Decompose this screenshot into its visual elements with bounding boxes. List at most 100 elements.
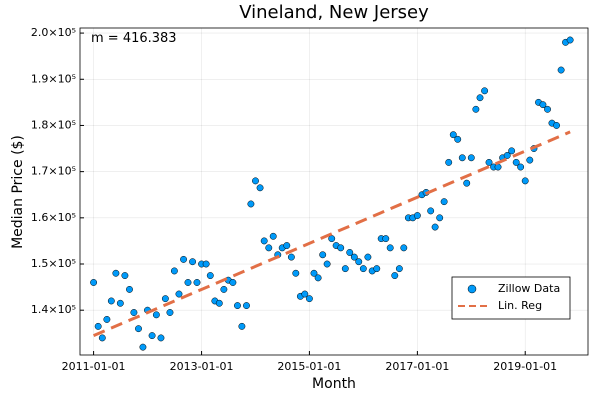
data-point bbox=[458, 154, 466, 162]
data-point bbox=[454, 135, 462, 143]
data-point bbox=[94, 322, 102, 330]
data-point bbox=[292, 269, 300, 277]
data-point bbox=[350, 253, 358, 261]
data-point bbox=[359, 265, 367, 273]
y-tick-label: 1.8×10⁵ bbox=[31, 118, 76, 131]
data-point bbox=[148, 332, 156, 340]
data-point bbox=[234, 302, 241, 310]
data-point bbox=[112, 269, 120, 277]
chart-title: Vineland, New Jersey bbox=[239, 2, 429, 23]
x-tick-label: 2011-01-01 bbox=[62, 360, 126, 373]
plot-frame bbox=[79, 27, 589, 356]
data-point bbox=[440, 198, 448, 206]
data-point bbox=[494, 163, 502, 171]
data-point bbox=[202, 260, 210, 268]
data-point bbox=[395, 265, 403, 273]
data-point bbox=[413, 212, 421, 219]
data-point bbox=[400, 244, 408, 252]
data-point bbox=[436, 214, 444, 222]
y-axis-label: Median Price ($) bbox=[10, 135, 26, 249]
annotation: m = 416.383 bbox=[91, 31, 177, 46]
data-point bbox=[386, 244, 394, 252]
legend-marker bbox=[467, 284, 477, 294]
data-point bbox=[445, 158, 453, 166]
data-point bbox=[215, 299, 223, 307]
data-point bbox=[521, 177, 529, 185]
y-tick-label: 1.7×10⁵ bbox=[31, 165, 76, 178]
data-point bbox=[243, 302, 250, 310]
data-point bbox=[539, 101, 547, 109]
data-point bbox=[427, 207, 435, 215]
data-point bbox=[364, 253, 372, 261]
data-point bbox=[346, 249, 354, 256]
data-point bbox=[152, 311, 160, 319]
x-axis-label: Month bbox=[312, 376, 356, 392]
data-point bbox=[184, 279, 192, 286]
data-point bbox=[283, 242, 291, 249]
data-point bbox=[341, 265, 349, 273]
data-point bbox=[323, 260, 331, 268]
data-point bbox=[229, 279, 237, 286]
y-tick-label: 1.4×10⁵ bbox=[31, 303, 76, 316]
data-point bbox=[305, 295, 313, 303]
data-point bbox=[189, 258, 197, 266]
data-point bbox=[161, 295, 169, 303]
data-point bbox=[287, 253, 295, 261]
data-point bbox=[508, 147, 516, 155]
data-point bbox=[319, 251, 327, 259]
x-tick-label: 2017-01-01 bbox=[385, 360, 449, 373]
data-point bbox=[373, 265, 381, 273]
data-point bbox=[476, 94, 484, 102]
x-tick-label: 2013-01-01 bbox=[170, 360, 234, 373]
data-point bbox=[544, 105, 551, 113]
data-point bbox=[157, 334, 165, 342]
data-point bbox=[463, 179, 471, 187]
data-point bbox=[139, 343, 147, 351]
data-point bbox=[135, 325, 142, 333]
data-point bbox=[310, 269, 318, 277]
legend-label: Lin. Reg bbox=[498, 299, 542, 312]
data-point bbox=[90, 279, 98, 286]
data-point bbox=[382, 235, 390, 243]
y-tick-label: 1.5×10⁵ bbox=[31, 257, 76, 270]
legend-box bbox=[451, 276, 571, 320]
data-point bbox=[485, 158, 493, 166]
data-point bbox=[355, 258, 363, 266]
data-point bbox=[467, 154, 475, 162]
legend-label: Zillow Data bbox=[498, 282, 560, 295]
data-point bbox=[512, 158, 520, 166]
data-point bbox=[301, 290, 309, 298]
data-point bbox=[481, 87, 489, 95]
data-point bbox=[472, 105, 480, 113]
data-point bbox=[260, 237, 268, 245]
y-tick-label: 2.0×10⁵ bbox=[31, 26, 76, 39]
data-point bbox=[170, 267, 178, 275]
data-point bbox=[247, 200, 255, 208]
data-point bbox=[557, 66, 565, 74]
data-point bbox=[107, 297, 115, 305]
data-point bbox=[517, 163, 525, 171]
data-point bbox=[116, 299, 124, 307]
data-point bbox=[126, 285, 133, 293]
data-point bbox=[238, 322, 246, 330]
data-point bbox=[431, 223, 439, 231]
data-point bbox=[391, 272, 399, 280]
y-tick-label: 1.6×10⁵ bbox=[31, 211, 76, 224]
data-point bbox=[526, 156, 534, 164]
data-point bbox=[220, 285, 228, 293]
data-point bbox=[269, 232, 277, 240]
regression-line bbox=[93, 130, 571, 337]
data-point bbox=[193, 279, 201, 286]
x-tick-label: 2019-01-01 bbox=[493, 360, 557, 373]
data-point bbox=[175, 290, 183, 298]
data-point bbox=[449, 131, 457, 139]
data-point bbox=[314, 274, 322, 282]
y-tick-label: 1.9×10⁵ bbox=[31, 72, 76, 85]
data-point bbox=[337, 244, 345, 252]
data-point bbox=[206, 272, 214, 280]
data-point bbox=[180, 255, 187, 263]
data-point bbox=[121, 272, 129, 280]
data-point bbox=[166, 309, 174, 316]
